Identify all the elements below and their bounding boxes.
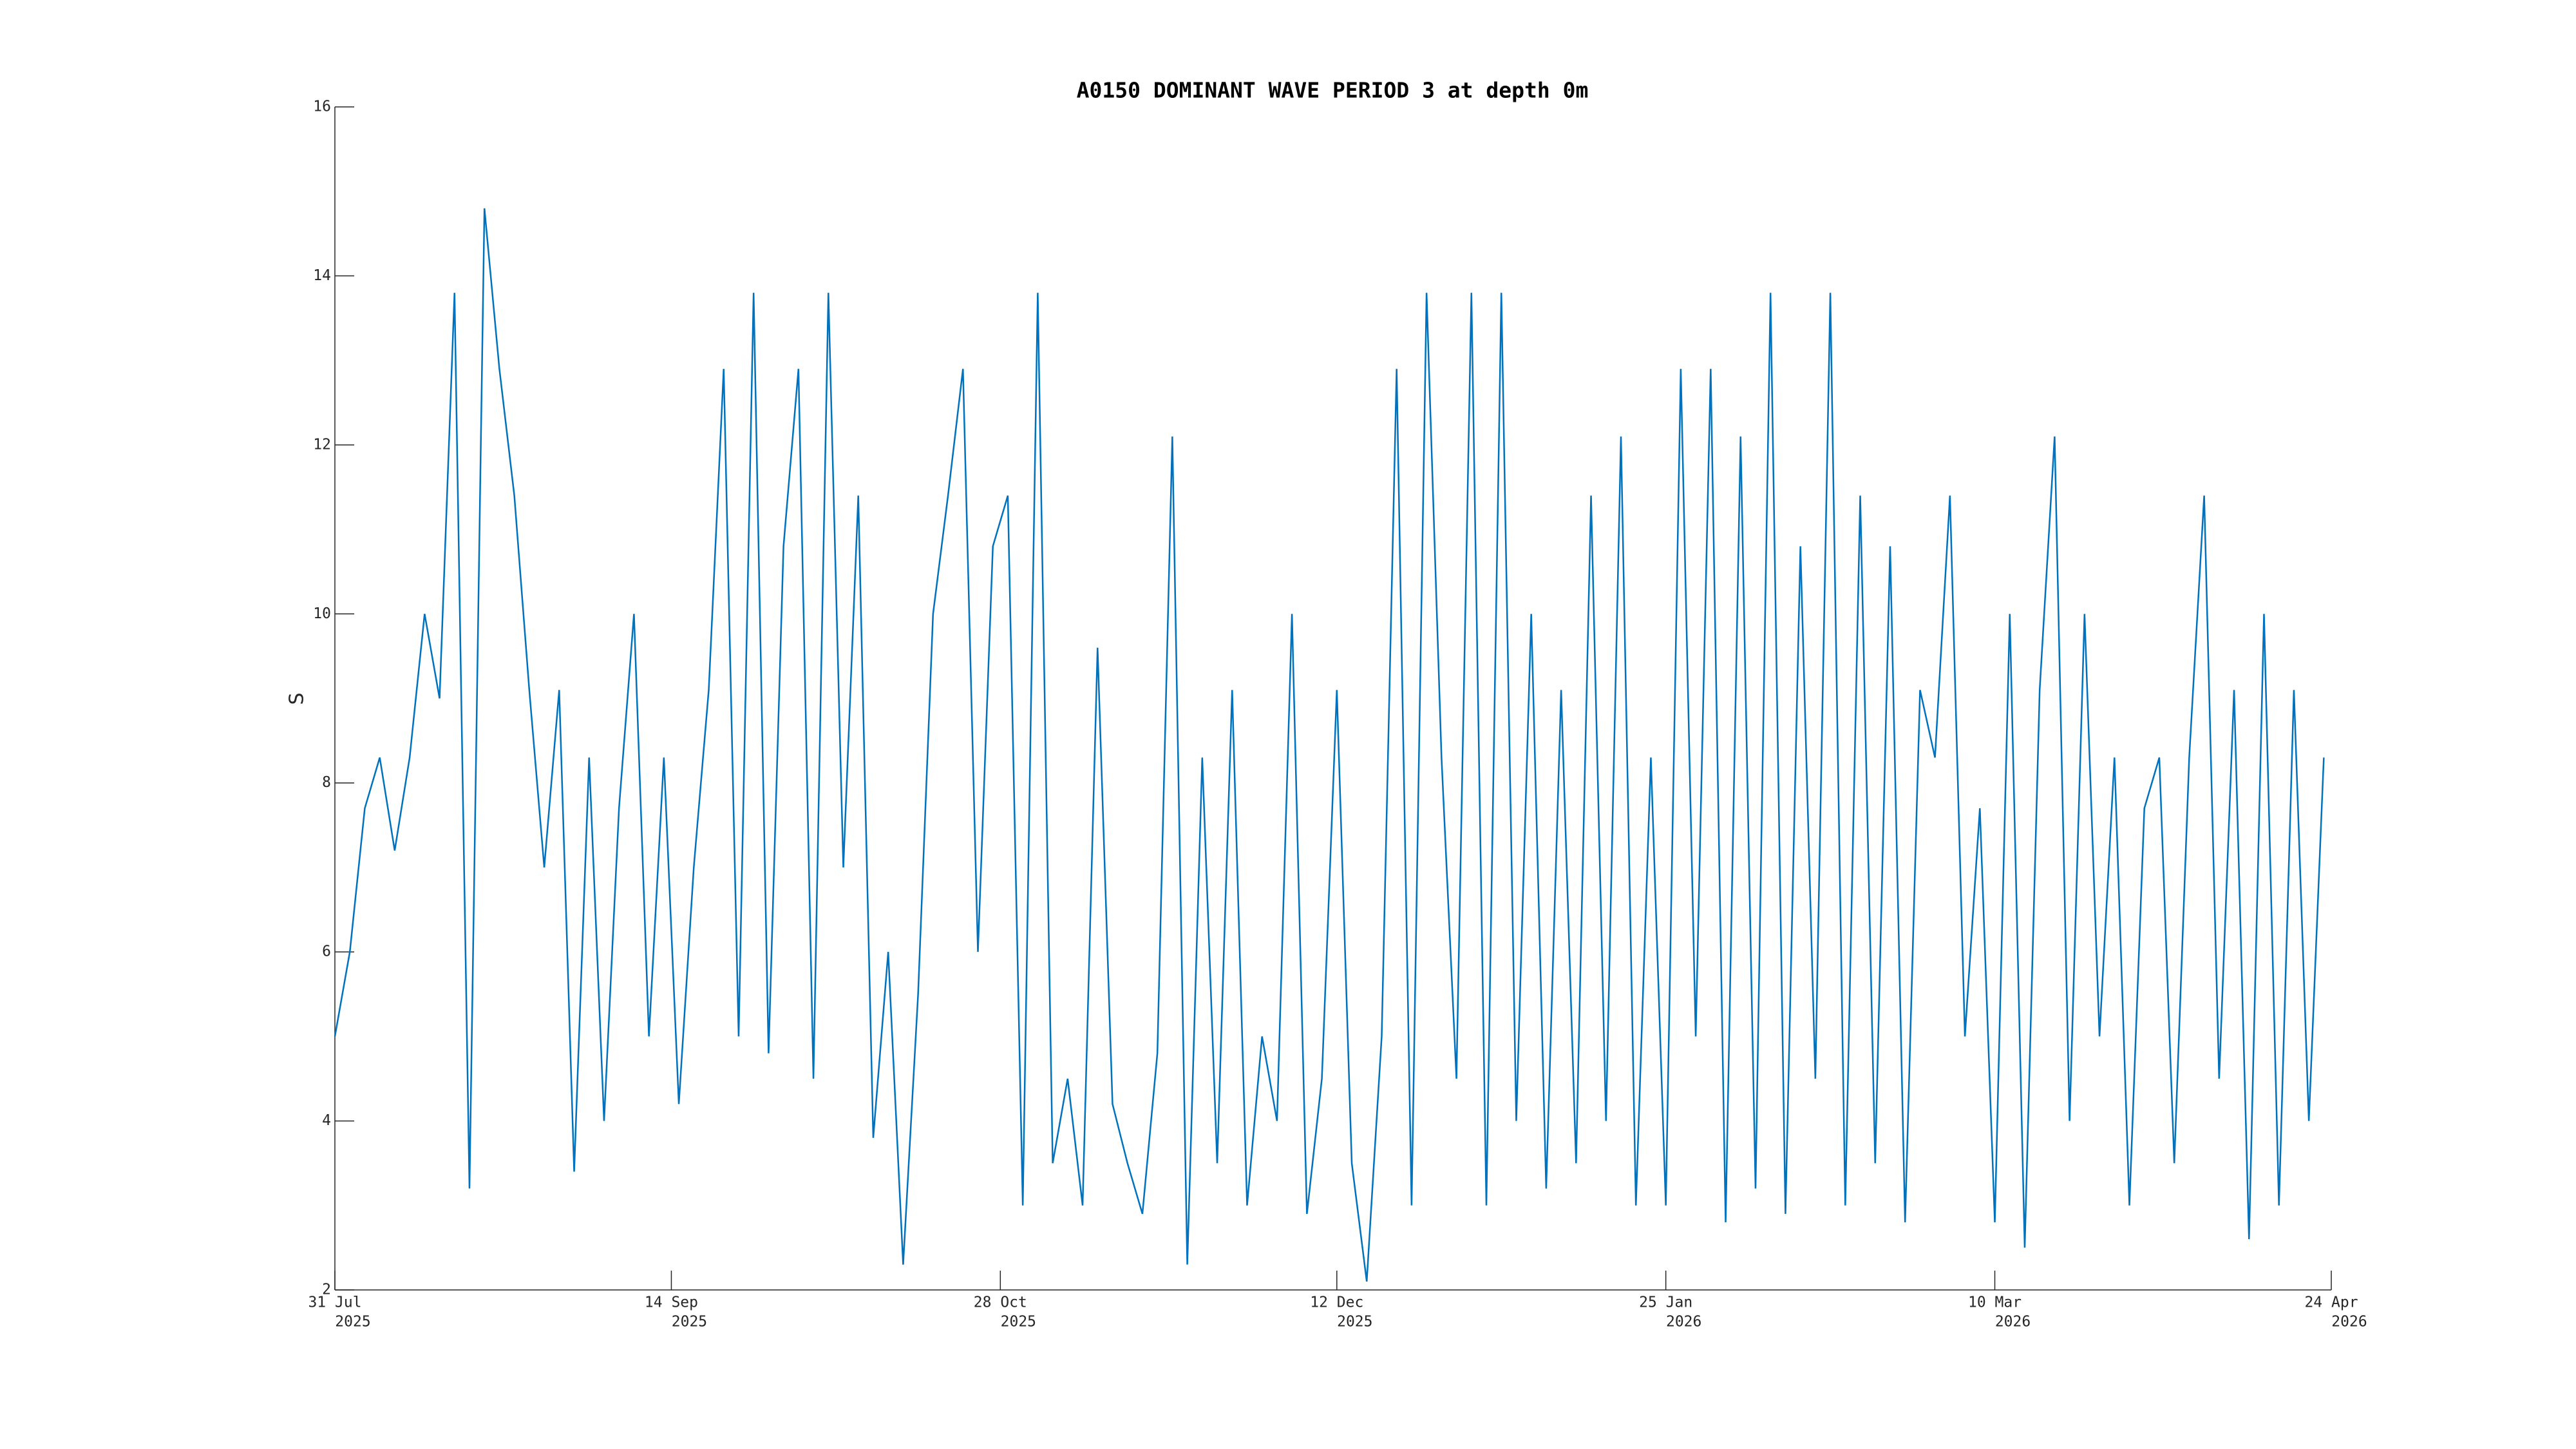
x-tick-label: 2025 bbox=[335, 1314, 370, 1331]
y-tick-label: 16 bbox=[313, 99, 331, 115]
chart-title: A0150 DOMINANT WAVE PERIOD 3 at depth 0m bbox=[1077, 78, 1589, 103]
y-tick-label: 8 bbox=[322, 774, 331, 791]
y-tick-label: 6 bbox=[322, 943, 331, 960]
y-axis-label: S bbox=[286, 692, 308, 705]
data-line bbox=[334, 208, 2325, 1282]
y-tick-label: 2 bbox=[322, 1282, 331, 1298]
x-tick-label: 2025 bbox=[1337, 1314, 1372, 1331]
x-tick-label: 28 Oct bbox=[974, 1294, 1027, 1311]
y-tick-label: 14 bbox=[313, 267, 331, 284]
y-tick-label: 10 bbox=[313, 605, 331, 622]
x-tick-label: 2025 bbox=[1001, 1314, 1036, 1331]
x-tick-label: 24 Apr bbox=[2304, 1294, 2358, 1311]
x-tick-label: 10 Mar bbox=[1968, 1294, 2022, 1311]
x-tick-label: 31 Jul bbox=[308, 1294, 361, 1311]
x-tick-label: 12 Dec bbox=[1310, 1294, 1363, 1311]
y-tick-label: 4 bbox=[322, 1112, 331, 1129]
x-tick-label: 2026 bbox=[1666, 1314, 1701, 1331]
x-tick-label: 2026 bbox=[2331, 1314, 2367, 1331]
x-tick-label: 25 Jan bbox=[1639, 1294, 1692, 1311]
x-tick-label: 2025 bbox=[672, 1314, 707, 1331]
x-tick-label: 14 Sep bbox=[645, 1294, 698, 1311]
y-tick-label: 12 bbox=[313, 436, 331, 453]
x-tick-label: 2026 bbox=[1995, 1314, 2031, 1331]
